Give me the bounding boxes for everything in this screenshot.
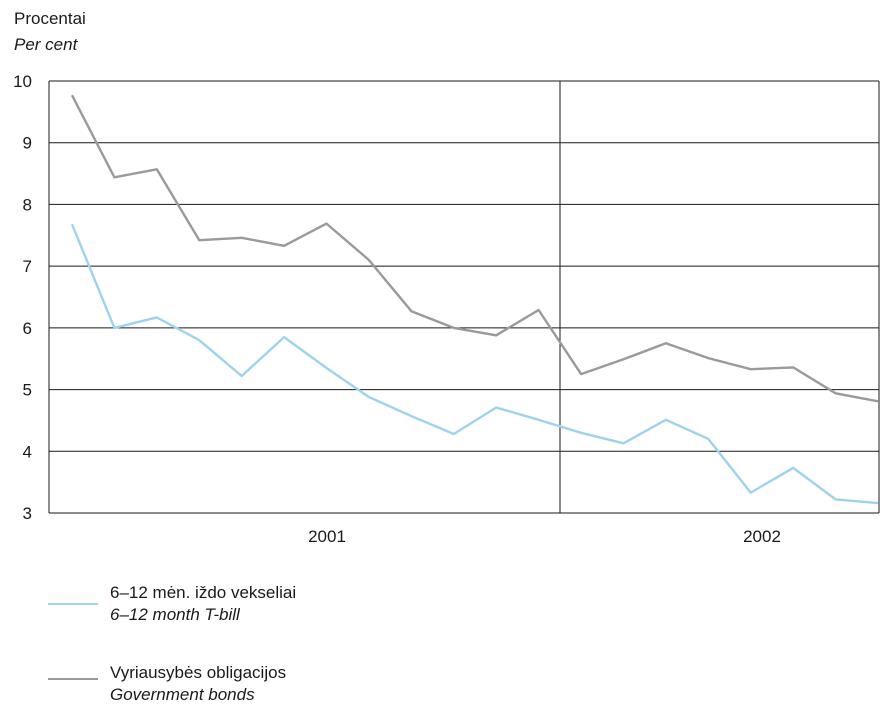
legend-swatch-bonds — [48, 678, 98, 680]
y-tick-label-5: 5 — [23, 381, 32, 400]
y-tick-label-9: 9 — [23, 134, 32, 153]
y-axis-label-lt: Procentai — [14, 9, 86, 28]
x-period-label-2002: 2002 — [743, 527, 781, 546]
y-tick-label-6: 6 — [23, 319, 32, 338]
series-line-tbill — [70, 223, 879, 505]
y-tick-label-8: 8 — [23, 195, 32, 214]
legend-label-bonds-en: Government bonds — [110, 685, 255, 704]
x-period-labels: 2001 2002 — [308, 527, 781, 546]
series-line-bonds — [70, 94, 879, 403]
gridlines — [48, 80, 880, 514]
legend-label-bonds-lt: Vyriausybės obligacijos — [110, 663, 287, 682]
legend-label-tbill-lt: 6–12 mėn. iždo vekseliai — [110, 583, 297, 602]
y-tick-label-4: 4 — [23, 442, 32, 461]
x-period-label-2001: 2001 — [308, 527, 346, 546]
y-tick-label-3: 3 — [23, 504, 32, 523]
legend-swatch-tbill — [48, 603, 98, 605]
y-axis-label-en: Per cent — [14, 35, 78, 54]
y-tick-label-7: 7 — [23, 257, 32, 276]
series-lines — [70, 94, 879, 505]
y-tick-label-10: 10 — [13, 72, 32, 91]
y-tick-labels: 3 4 5 6 7 8 9 10 — [13, 72, 32, 523]
legend-label-tbill-en: 6–12 month T-bill — [110, 605, 240, 624]
